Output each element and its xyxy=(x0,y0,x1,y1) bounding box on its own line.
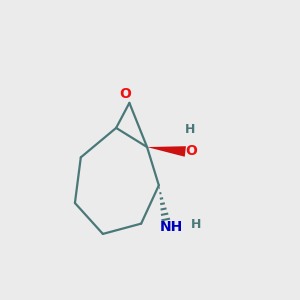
Text: O: O xyxy=(119,87,131,101)
Text: NH: NH xyxy=(160,220,183,234)
Text: H: H xyxy=(190,218,201,231)
Polygon shape xyxy=(147,146,186,157)
Text: H: H xyxy=(184,124,195,136)
Text: O: O xyxy=(185,145,197,158)
